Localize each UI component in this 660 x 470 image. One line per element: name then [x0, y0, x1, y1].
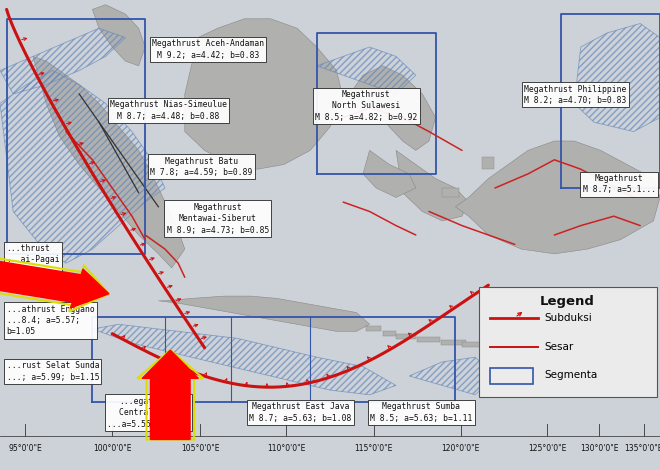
Text: Segmenta: Segmenta — [544, 370, 598, 380]
Polygon shape — [185, 19, 343, 169]
Text: ...egathrust
Central Java
...a=5.55; b=1.08: ...egathrust Central Java ...a=5.55; b=1… — [107, 397, 190, 429]
Polygon shape — [350, 66, 436, 150]
Text: Megathrust Nias-Simeulue
M 8.7; a=4.48; b=0.88: Megathrust Nias-Simeulue M 8.7; a=4.48; … — [110, 100, 227, 121]
Polygon shape — [396, 150, 469, 221]
Bar — [490, 368, 533, 384]
FancyArrow shape — [143, 350, 198, 439]
Text: Megathrust Sumba
M 8.5; a=5.63; b=1.11: Megathrust Sumba M 8.5; a=5.63; b=1.11 — [370, 402, 473, 423]
Text: 95°0'0"E: 95°0'0"E — [8, 444, 42, 453]
Text: Megathrust Philippine
M 8.2; a=4.70; b=0.83: Megathrust Philippine M 8.2; a=4.70; b=0… — [524, 85, 627, 105]
Bar — [396, 334, 416, 339]
Text: Subduksi: Subduksi — [544, 313, 592, 322]
Bar — [383, 331, 396, 336]
Text: 105°0'0"E: 105°0'0"E — [181, 444, 219, 453]
Text: ...thrust
...ai-Pagai
a=3.02;
...0.63: ...thrust ...ai-Pagai a=3.02; ...0.63 — [7, 244, 60, 287]
Text: Legend: Legend — [540, 295, 595, 308]
Text: ...athrust Enggano
...8.4; a=5.57;
b=1.05: ...athrust Enggano ...8.4; a=5.57; b=1.0… — [7, 305, 94, 337]
Text: Megathrust Aceh-Andaman
M 9.2; a=4.42; b=0.83: Megathrust Aceh-Andaman M 9.2; a=4.42; b… — [152, 39, 264, 60]
Text: Megathrust
North Sulawesi
M 8.5; a=4.82; b=0.92: Megathrust North Sulawesi M 8.5; a=4.82;… — [315, 90, 418, 122]
Polygon shape — [92, 5, 145, 66]
Text: Megathrust East Java
M 8.7; a=5.63; b=1.08: Megathrust East Java M 8.7; a=5.63; b=1.… — [249, 402, 352, 423]
Bar — [366, 326, 381, 331]
Bar — [486, 343, 500, 348]
Text: 115°0'0"E: 115°0'0"E — [354, 444, 393, 453]
Polygon shape — [33, 56, 185, 268]
Text: Megathrust
Mentawai-Siberut
M 8.9; a=4.73; b=0.85: Megathrust Mentawai-Siberut M 8.9; a=4.7… — [166, 203, 269, 235]
Text: 130°0'0"E: 130°0'0"E — [580, 444, 618, 453]
Text: 100°0'0"E: 100°0'0"E — [93, 444, 131, 453]
Polygon shape — [363, 150, 416, 197]
Text: Megathrust
M 8.7; a=5.1...: Megathrust M 8.7; a=5.1... — [583, 174, 655, 195]
Text: 125°0'0"E: 125°0'0"E — [528, 444, 566, 453]
Bar — [442, 188, 459, 197]
Text: ...rust Selat Sunda
...; a=5.99; b=1.15: ...rust Selat Sunda ...; a=5.99; b=1.15 — [7, 361, 99, 382]
Bar — [462, 342, 488, 347]
Text: Megathrust Batu
M 7.8; a=4.59; b=0.89: Megathrust Batu M 7.8; a=4.59; b=0.89 — [150, 157, 253, 177]
Text: 110°0'0"E: 110°0'0"E — [267, 444, 306, 453]
FancyArrow shape — [0, 261, 109, 308]
Text: 135°0'0"E: 135°0'0"E — [624, 444, 660, 453]
Bar — [482, 157, 494, 169]
Bar — [478, 287, 657, 397]
Text: Sesar: Sesar — [544, 343, 574, 352]
Polygon shape — [158, 296, 370, 331]
Polygon shape — [455, 141, 660, 254]
Bar — [417, 337, 440, 342]
Bar — [441, 340, 466, 345]
Text: 120°0'0"E: 120°0'0"E — [442, 444, 480, 453]
